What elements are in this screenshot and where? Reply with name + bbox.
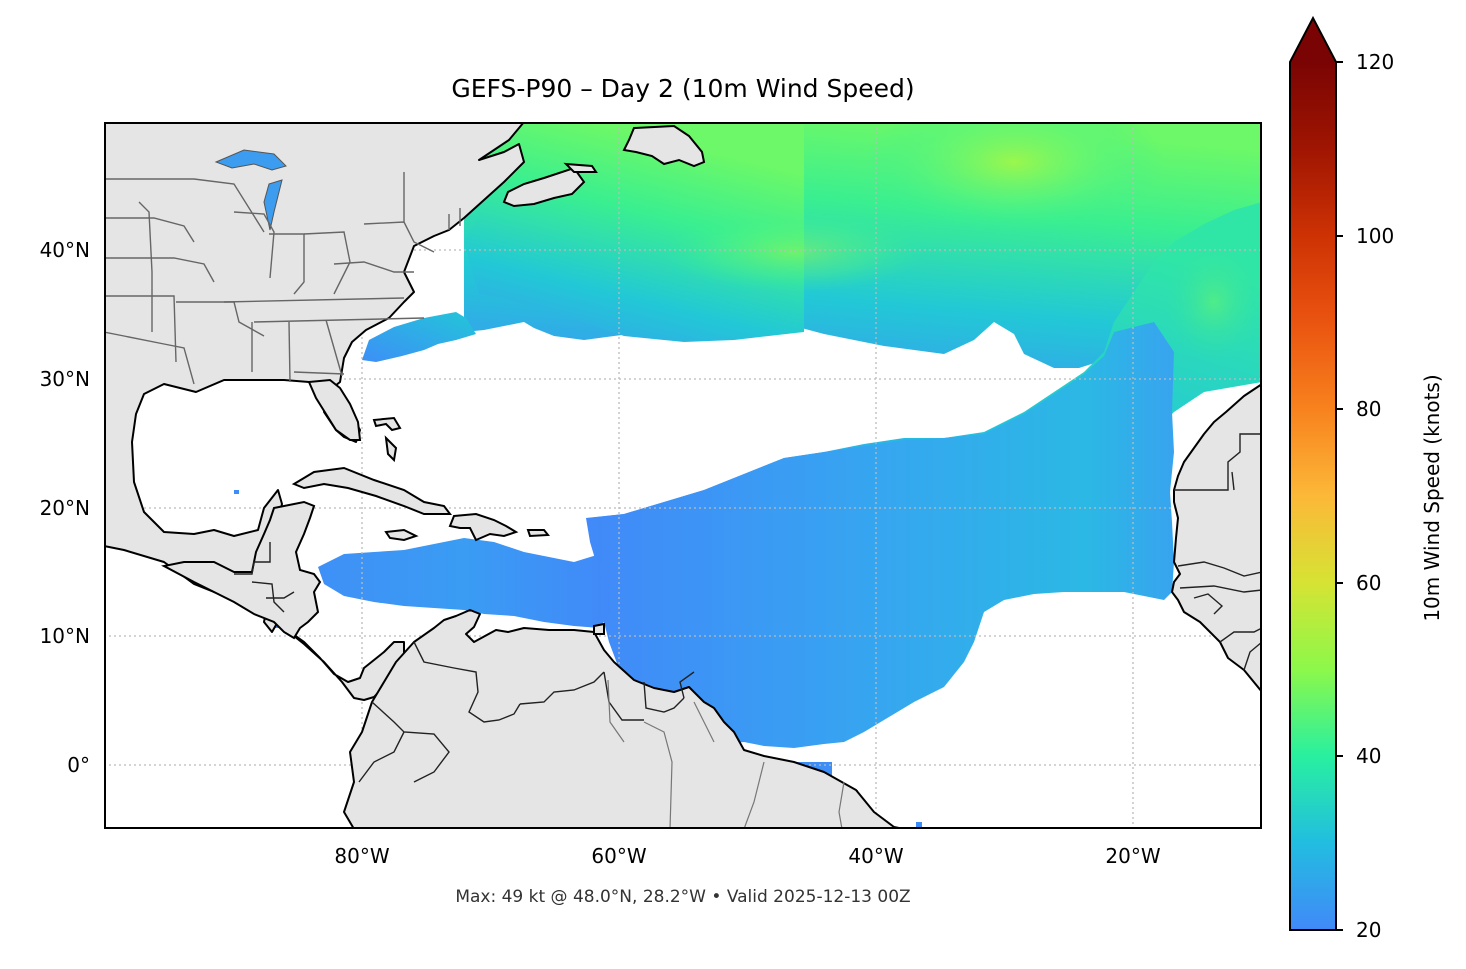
state-borders — [104, 172, 461, 385]
chart-title: GEFS-P90 – Day 2 (10m Wind Speed) — [451, 74, 915, 103]
land-central-america — [161, 500, 322, 640]
great-lakes — [214, 149, 287, 231]
y-tick-0: 0° — [67, 753, 90, 777]
map-panel — [104, 122, 1262, 829]
land-pei — [563, 162, 598, 173]
country-borders — [234, 542, 695, 783]
x-tick-20w: 20°W — [1105, 844, 1161, 868]
land-cuba — [291, 466, 452, 515]
land-florida — [307, 378, 362, 441]
colorbar-tick-120: 120 — [1356, 50, 1395, 74]
y-tick-30n: 30°N — [39, 367, 90, 391]
gridlines — [104, 122, 1262, 829]
colorbar-tick-100: 100 — [1356, 224, 1395, 248]
land-hispaniola — [448, 512, 519, 542]
land-puerto-rico — [526, 529, 550, 538]
max-wind-footnote: Max: 49 kt @ 48.0°N, 28.2°W • Valid 2025… — [455, 887, 911, 907]
land-newfoundland — [622, 124, 706, 168]
y-tick-40n: 40°N — [39, 238, 90, 262]
colorbar-label: 10m Wind Speed (knots) — [1420, 374, 1444, 622]
colorbar-gradient — [1290, 62, 1336, 930]
map-canvas — [104, 122, 1262, 829]
wind-max-area — [864, 122, 1164, 232]
y-tick-10n: 10°N — [39, 624, 90, 648]
colorbar-tick-20: 20 — [1356, 918, 1382, 942]
map-border — [104, 122, 1262, 829]
x-tick-40w: 40°W — [848, 844, 904, 868]
land-north-america — [104, 122, 525, 701]
colorbar — [1289, 15, 1343, 931]
colorbar-tick-40: 40 — [1356, 744, 1382, 768]
colorbar-extend-arrow — [1290, 18, 1336, 62]
colorbar-tick-80: 80 — [1356, 397, 1382, 421]
x-tick-60w: 60°W — [591, 844, 647, 868]
wind-field-tropical-atlantic — [586, 322, 1174, 748]
colorbar-tick-60: 60 — [1356, 571, 1382, 595]
y-tick-20n: 20°N — [39, 496, 90, 520]
wind-field-se-us — [362, 312, 476, 362]
land-nova-scotia — [502, 166, 586, 208]
wind-field-ne-us — [444, 122, 804, 342]
africa-borders — [1174, 433, 1262, 671]
wind-field-caribbean — [318, 538, 610, 628]
x-tick-80w: 80°W — [334, 844, 390, 868]
land-jamaica — [384, 528, 419, 542]
